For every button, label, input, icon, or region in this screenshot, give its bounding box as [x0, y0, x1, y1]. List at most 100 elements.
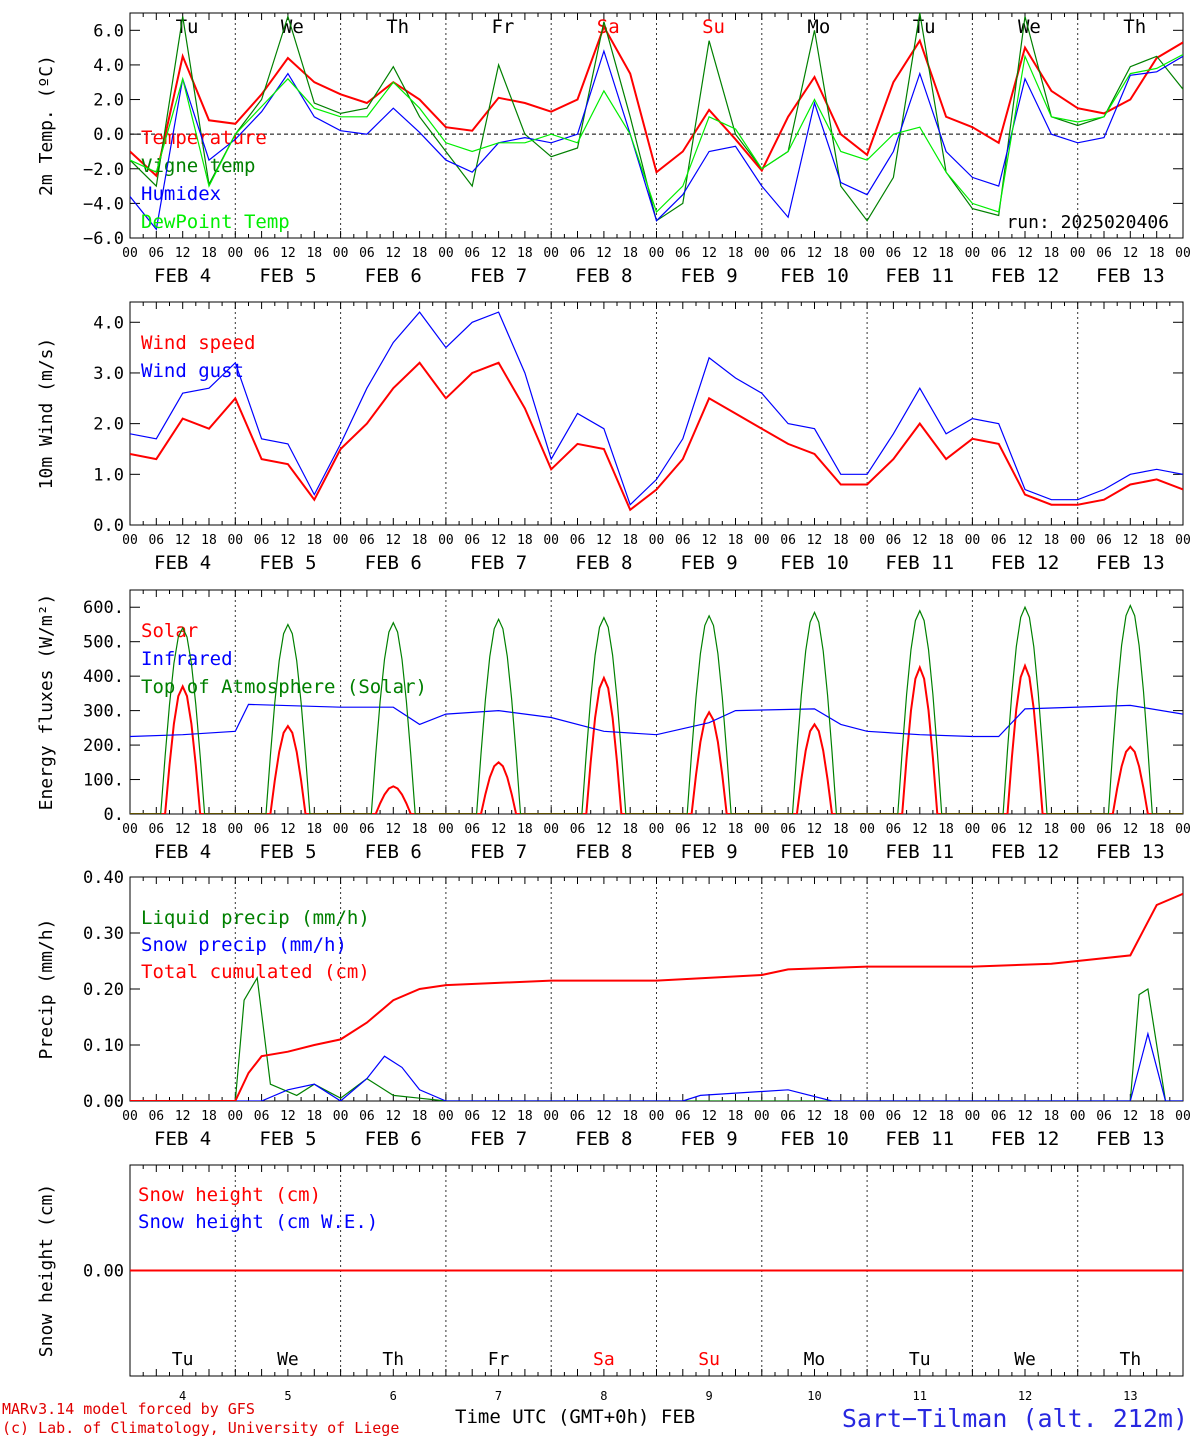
hour-label: 00	[649, 533, 665, 548]
weekday-label: We	[277, 1349, 299, 1370]
y-tick-label: −6.0	[83, 229, 124, 249]
hour-label: 18	[306, 246, 322, 261]
date-label: FEB 9	[681, 265, 738, 287]
hour-label: 00	[543, 822, 559, 837]
date-label: FEB 6	[365, 841, 422, 863]
legend-entry: Liquid precip (mm/h)	[141, 907, 370, 929]
hour-label: 00	[543, 533, 559, 548]
hour-label: 12	[491, 533, 507, 548]
hour-label: 06	[675, 246, 691, 261]
series-line	[130, 49, 1183, 231]
date-label: FEB 13	[1096, 1128, 1165, 1150]
hour-label: 18	[1149, 822, 1165, 837]
hour-label: 12	[1123, 533, 1139, 548]
hour-label: 12	[280, 822, 296, 837]
hour-label: 18	[622, 1109, 638, 1124]
hour-label: 18	[833, 1109, 849, 1124]
hour-label: 00	[122, 822, 138, 837]
hour-tick-marks	[129, 877, 1184, 1101]
y-tick-label: 400.	[83, 667, 124, 687]
hour-label: 00	[227, 533, 243, 548]
hour-label: 18	[833, 246, 849, 261]
legend-entry: Snow precip (mm/h)	[141, 934, 347, 956]
y-axis-label: Energy fluxes (W/m²)	[36, 594, 57, 811]
hour-label: 00	[649, 822, 665, 837]
hour-label: 12	[175, 246, 191, 261]
hour-label: 00	[1070, 822, 1086, 837]
hour-label: 06	[359, 533, 375, 548]
hour-label: 00	[122, 246, 138, 261]
panel-energy: 600. 500. 400. 300. 200. 100. 0. Energy fluxes …	[36, 589, 1191, 863]
hour-tick-marks	[129, 590, 1184, 814]
date-label: FEB 11	[885, 1128, 954, 1150]
y-tick-label: −4.0	[83, 194, 124, 214]
weekday-label: Sa	[593, 1349, 615, 1370]
date-label: FEB 8	[575, 265, 632, 287]
date-label: FEB 9	[681, 841, 738, 863]
hour-label: 18	[201, 533, 217, 548]
panel-precip: 0.40 0.30 0.20 0.10 0.00 Precip (mm/h) 00 06 12 1…	[36, 868, 1191, 1150]
hour-label: 12	[280, 1109, 296, 1124]
hour-label: 18	[728, 1109, 744, 1124]
hour-label: 06	[780, 246, 796, 261]
hour-label: 06	[886, 822, 902, 837]
hour-label: 00	[543, 246, 559, 261]
y-tick-label: 0.10	[83, 1036, 124, 1056]
date-label: FEB 7	[470, 841, 527, 863]
date-label: FEB 12	[991, 552, 1060, 574]
day-number-label: 5	[284, 1389, 291, 1403]
y-tick-label: 0.00	[83, 1262, 124, 1282]
hour-label: 12	[175, 1109, 191, 1124]
hour-label: 00	[333, 1109, 349, 1124]
hour-label: 06	[1096, 1109, 1112, 1124]
hour-label: 00	[754, 246, 770, 261]
series-line	[130, 361, 1183, 512]
hour-label: 18	[938, 1109, 954, 1124]
legend-entry: DewPoint Temp	[141, 211, 290, 233]
hour-label: 06	[148, 822, 164, 837]
hour-label: 06	[254, 822, 270, 837]
hour-label: 06	[254, 246, 270, 261]
hour-label: 18	[728, 822, 744, 837]
date-label: FEB 10	[780, 265, 849, 287]
date-label: FEB 4	[154, 1128, 211, 1150]
hour-label: 12	[912, 533, 928, 548]
legend-entry: Temperature	[141, 127, 267, 149]
y-tick-label: 300.	[83, 702, 124, 722]
hour-label: 00	[754, 822, 770, 837]
hour-label: 00	[754, 1109, 770, 1124]
legend-entry: Solar	[141, 620, 198, 642]
date-label: FEB 4	[154, 841, 211, 863]
date-label: FEB 4	[154, 552, 211, 574]
y-tick-label: 0.00	[83, 1092, 124, 1112]
legend-entry: Total cumulated (cm)	[141, 961, 370, 983]
hour-label: 06	[359, 822, 375, 837]
hour-label: 12	[1123, 1109, 1139, 1124]
hour-label: 00	[1175, 246, 1191, 261]
date-label: FEB 7	[470, 552, 527, 574]
day-number-label: 8	[600, 1389, 607, 1403]
hour-label: 06	[148, 533, 164, 548]
y-tick-label: 100.	[83, 771, 124, 791]
lab-credit: (c) Lab. of Climatology, University of L…	[2, 1419, 400, 1437]
y-tick-label: 6.0	[93, 21, 124, 41]
hour-label: 00	[1175, 1109, 1191, 1124]
day-number-label: 7	[495, 1389, 502, 1403]
date-label: FEB 9	[681, 552, 738, 574]
hour-label: 12	[912, 246, 928, 261]
series-line	[130, 703, 1183, 738]
hour-label: 18	[1044, 822, 1060, 837]
day-number-label: 13	[1123, 1389, 1137, 1403]
legend-entry: Top of Atmosphere (Solar)	[141, 676, 427, 698]
hour-label: 06	[570, 822, 586, 837]
weekday-label: Su	[702, 16, 725, 38]
hour-label: 12	[175, 822, 191, 837]
day-number-label: 9	[706, 1389, 713, 1403]
weekday-label: We	[1018, 16, 1041, 38]
y-axis-label: 10m Wind (m/s)	[36, 338, 57, 490]
hour-label: 00	[438, 822, 454, 837]
y-tick-label: 0.20	[83, 980, 124, 1000]
hour-label: 18	[1044, 246, 1060, 261]
hour-label: 00	[438, 533, 454, 548]
